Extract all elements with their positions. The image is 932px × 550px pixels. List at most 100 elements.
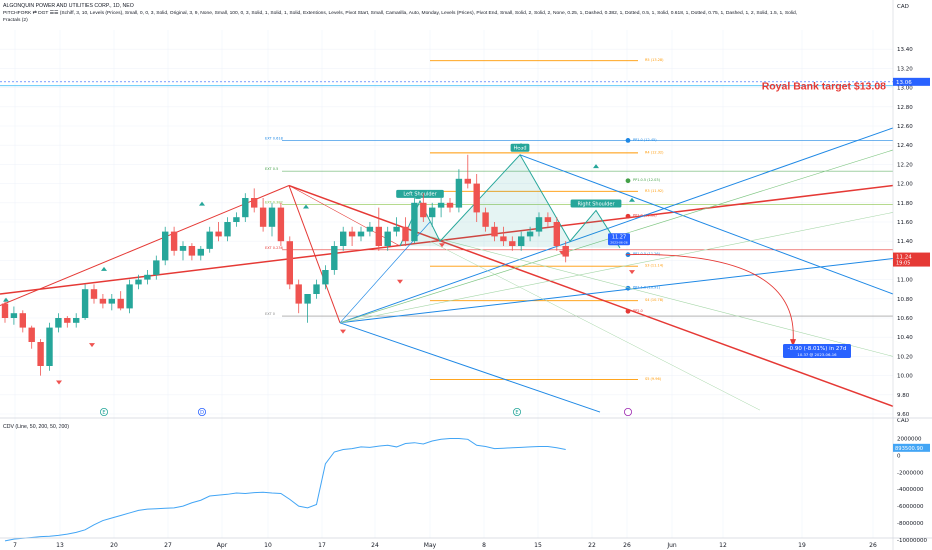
fractal-down	[56, 380, 62, 385]
candle-body	[544, 217, 552, 222]
y-tick-label: 11.80	[897, 201, 913, 207]
candle-body	[491, 226, 498, 237]
candle-body	[473, 183, 480, 213]
event-marker-label: D	[200, 410, 204, 416]
descending-line	[519, 154, 894, 295]
right-shoulder-label: Right Shoulder	[577, 201, 615, 207]
candle-body	[233, 217, 240, 222]
candle-body	[500, 236, 507, 242]
projection-arrow	[790, 339, 796, 347]
x-tick-label: 20	[110, 542, 118, 549]
y-tick-label: 10.80	[897, 297, 913, 303]
candle-body	[357, 231, 365, 237]
target-price-tag: 13.06	[896, 80, 912, 86]
candle-body	[90, 289, 98, 299]
cdv-price-tag-bg	[893, 443, 930, 452]
event-marker-label: E	[102, 410, 105, 416]
y-tick-label: 11.60	[897, 220, 913, 226]
camarilla-label: R3 (11.92)	[645, 189, 664, 193]
candle-body	[117, 298, 124, 309]
last-price-tag-bg	[893, 252, 930, 267]
candle-body	[437, 202, 445, 208]
fractal-up	[415, 194, 421, 199]
lower-parallel	[288, 184, 894, 408]
head-label-box	[510, 143, 530, 152]
candle-body	[277, 207, 285, 242]
y-tick-label: 12.80	[897, 105, 913, 111]
candle-body	[340, 231, 347, 246]
pivot-levels: EXT 0.618 EXT 0.5 EXT 0.382 EXT 0.236 EXT 0 R…	[0, 58, 893, 381]
measure-change: -0.90 (-8.01%) in 27d	[788, 346, 847, 352]
event-marker-label: E	[515, 410, 518, 416]
pitchfork-dot-label: PP2.0	[633, 309, 643, 313]
candle-body	[482, 212, 489, 227]
fractal-down	[340, 329, 346, 334]
x-tick-label: 17	[318, 542, 326, 549]
last-price-countdown: 19:05	[896, 261, 910, 267]
cdv-price-tag: 893500.90	[895, 446, 923, 452]
x-tick-label: 19	[798, 542, 806, 549]
event-marker	[513, 407, 522, 416]
cursor-price: 11.27	[612, 234, 626, 240]
candle-body	[366, 226, 374, 232]
candlesticks[interactable]	[1, 154, 569, 376]
ext-level-label: EXT 0.236	[265, 246, 283, 250]
candle-body	[259, 207, 267, 227]
green-fan	[429, 236, 894, 357]
camarilla-label: R4 (12.32)	[645, 150, 664, 154]
candle-body	[509, 241, 516, 246]
ext-level-label: EXT 0.5	[265, 167, 278, 171]
y-tick-label: 11.40	[897, 239, 913, 245]
candle-body	[384, 231, 391, 246]
candle-body	[1, 303, 9, 318]
chart-title: ALGONQUIN POWER AND UTILITIES CORP., 1D,…	[3, 3, 134, 9]
camarilla-label: S5 (9.96)	[645, 377, 662, 381]
candle-body	[562, 246, 569, 257]
x-tick-label: 27	[164, 542, 172, 549]
candle-body	[64, 318, 71, 323]
event-marker	[197, 407, 206, 416]
indicator-params-fractals[interactable]: Fractals (2)	[3, 18, 28, 23]
camarilla-label: R5 (13.28)	[645, 58, 664, 62]
y-tick-label: 13.00	[897, 86, 913, 92]
indicator-params[interactable]: PITCHFORK ⇄ DGT ☰☰ (Schiff, 3, 10, Level…	[3, 11, 798, 16]
grid	[0, 30, 893, 538]
candle-body	[108, 298, 115, 304]
candle-body	[37, 342, 44, 366]
candle-body	[518, 236, 525, 246]
candle-body	[295, 284, 302, 304]
cdv-currency-label: CAD	[897, 418, 909, 424]
y-tick-label: 12.20	[897, 162, 913, 168]
cdv-series	[4, 437, 566, 542]
target-annotation: Royal Bank target $13.08	[762, 81, 886, 93]
x-tick-label: 26	[623, 542, 631, 549]
cdv-pane-label[interactable]: CDV (Line, 50, 200, 50, 200)	[3, 424, 70, 430]
candle-body	[10, 313, 18, 318]
fractal-down	[439, 243, 445, 248]
fractal-up	[303, 204, 309, 209]
right-shoulder-label-box	[570, 199, 622, 208]
x-tick-label: 26	[869, 542, 877, 549]
candle-body	[46, 327, 53, 366]
candle-body	[215, 231, 222, 237]
candle-body	[348, 231, 356, 237]
candle-body	[286, 241, 293, 285]
y-tick-label: 13.20	[897, 66, 913, 72]
x-tick-label: 22	[588, 542, 596, 549]
pitchfork	[0, 127, 894, 413]
y-tick-label: 10.00	[897, 374, 913, 380]
projection-arc	[625, 254, 794, 343]
y-tick-label: 12.60	[897, 124, 913, 130]
cdv-y-tick-label: -6000000	[897, 504, 924, 510]
y-tick-label: 10.40	[897, 335, 913, 341]
candle-body	[162, 231, 169, 261]
candle-body	[19, 313, 26, 328]
candle-body	[304, 294, 311, 304]
pitchfork-dot-label: PP1.0 (12.45)	[633, 138, 657, 142]
candle-body	[429, 207, 436, 218]
currency-label: CAD	[897, 4, 909, 10]
candle-body	[242, 198, 249, 218]
x-tick-label: Apr	[217, 542, 228, 549]
pitchfork-dot-label: PP1.1.0 (10.91)	[633, 286, 661, 290]
